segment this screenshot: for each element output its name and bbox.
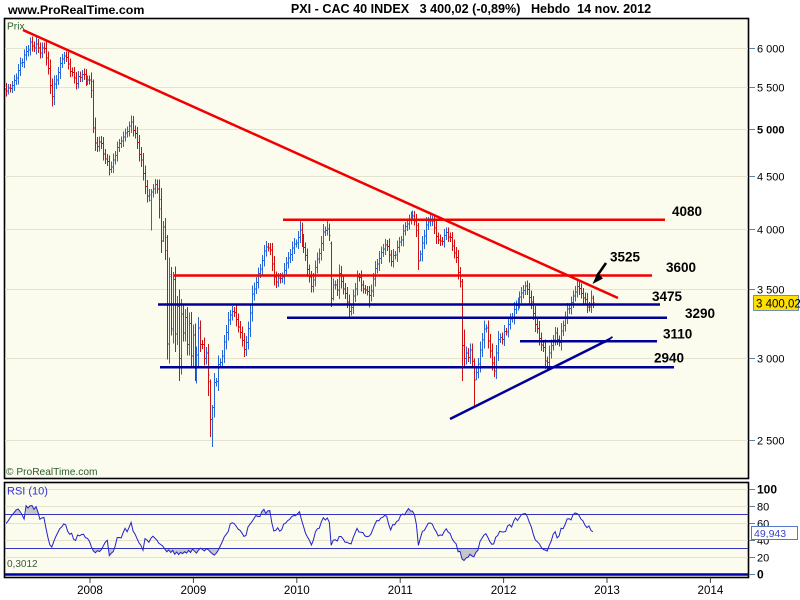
svg-text:© ProRealTime.com: © ProRealTime.com — [6, 467, 97, 478]
svg-text:5 500: 5 500 — [757, 83, 785, 95]
svg-text:4 000: 4 000 — [757, 225, 785, 237]
svg-text:0: 0 — [757, 568, 764, 582]
svg-text:3 000: 3 000 — [757, 354, 785, 366]
svg-text:80: 80 — [757, 502, 769, 514]
svg-text:49,943: 49,943 — [754, 528, 786, 540]
svg-text:2013: 2013 — [594, 584, 620, 597]
svg-text:3600: 3600 — [666, 260, 696, 275]
svg-text:2008: 2008 — [77, 584, 103, 597]
svg-text:3475: 3475 — [652, 289, 683, 304]
svg-text:4080: 4080 — [672, 204, 702, 219]
svg-text:Prix: Prix — [7, 22, 25, 33]
svg-text:2009: 2009 — [181, 584, 207, 597]
svg-text:3290: 3290 — [685, 306, 715, 321]
svg-text:6 000: 6 000 — [757, 44, 785, 56]
svg-text:2010: 2010 — [284, 584, 310, 597]
svg-text:4 500: 4 500 — [757, 172, 785, 184]
svg-text:2012: 2012 — [491, 584, 517, 597]
svg-text:0,3012: 0,3012 — [7, 559, 38, 570]
svg-text:www.ProRealTime.com: www.ProRealTime.com — [7, 3, 144, 17]
svg-text:2011: 2011 — [388, 584, 413, 597]
svg-text:3 400,02: 3 400,02 — [756, 299, 800, 311]
svg-text:3525: 3525 — [610, 250, 641, 265]
svg-text:2014: 2014 — [698, 584, 724, 597]
svg-text:100: 100 — [757, 483, 777, 497]
svg-text:2940: 2940 — [654, 351, 684, 366]
svg-text:5 000: 5 000 — [757, 125, 785, 137]
svg-text:2 500: 2 500 — [757, 436, 785, 448]
svg-text:PXI - CAC 40 INDEX 3 400,02: PXI - CAC 40 INDEX 3 400,02 (-0,89%) Heb… — [291, 2, 651, 16]
svg-text:20: 20 — [757, 553, 769, 565]
svg-text:RSI (10): RSI (10) — [7, 486, 48, 498]
svg-text:3110: 3110 — [663, 327, 692, 342]
svg-text:3 500: 3 500 — [757, 285, 785, 297]
